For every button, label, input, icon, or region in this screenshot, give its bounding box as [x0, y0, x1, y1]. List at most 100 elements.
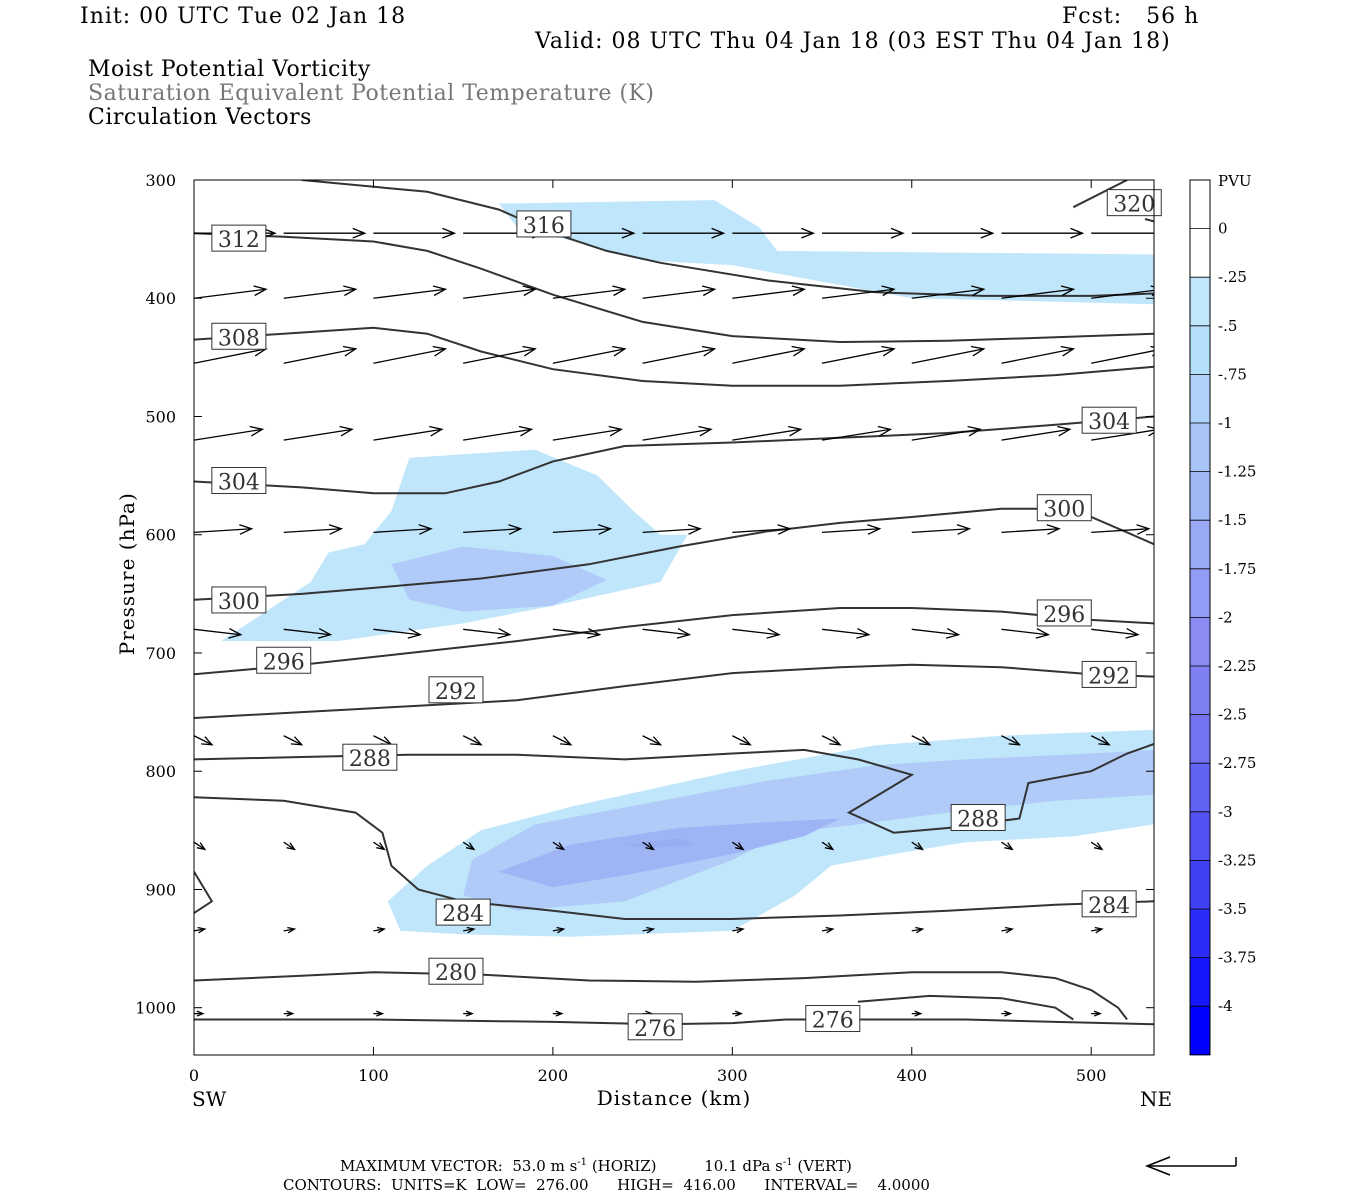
- circulation-vector: [821, 285, 896, 299]
- circulation-vector: [822, 227, 905, 239]
- circulation-vector: [732, 735, 752, 746]
- circulation-vector: [373, 841, 386, 851]
- axes: 300 400 500 600 700 800 900 1000 0 100 200 300 400 50…: [115, 171, 1172, 1111]
- contour-label: 288: [342, 743, 398, 772]
- circulation-vector: [1154, 1011, 1163, 1016]
- contour-284: [194, 871, 214, 914]
- contour-276: [194, 1018, 1154, 1026]
- vert-unit: dPa s: [742, 1157, 783, 1175]
- colorbar-swatch: [1190, 763, 1210, 813]
- circulation-vector: [1001, 735, 1022, 746]
- circulation-vector: [732, 524, 792, 535]
- contour-label: 292: [1081, 660, 1137, 689]
- y-tick-label: 400: [145, 289, 176, 308]
- colorbar-swatch: [1190, 957, 1210, 1007]
- circulation-vector: [1091, 926, 1104, 934]
- circulation-vector: [731, 841, 745, 851]
- theta-contours: [194, 180, 1154, 1026]
- circulation-vector: [821, 345, 896, 364]
- contour-276: [857, 994, 1074, 1021]
- circulation-vector: [642, 841, 655, 851]
- circulation-vector: [552, 345, 627, 364]
- circulation-vector: [821, 524, 882, 535]
- contour-label-box: [428, 676, 484, 704]
- y-tick-label: 900: [145, 880, 176, 899]
- y-tick-label: 600: [145, 526, 176, 545]
- circulation-vector: [462, 735, 483, 746]
- contour-308: [194, 326, 1154, 387]
- colorbar-label: -3.25: [1218, 851, 1256, 869]
- circulation-vector: [283, 524, 344, 535]
- circulation-vector: [552, 524, 613, 535]
- circulation-vector: [642, 735, 663, 746]
- colorbar-label: -1.25: [1218, 463, 1256, 481]
- circulation-vector: [911, 1010, 923, 1017]
- circulation-vector: [732, 285, 807, 299]
- colorbar-swatch: [1190, 180, 1210, 230]
- circulation-vector: [1091, 285, 1154, 299]
- circulation-vector: [1001, 425, 1072, 441]
- circulation-vector: [283, 841, 296, 851]
- max-vector-label: MAXIMUM VECTOR:: [340, 1157, 503, 1175]
- circulation-vector: [732, 926, 745, 934]
- colorbar-unit: PVU: [1218, 172, 1252, 190]
- contour-label-text: 312: [218, 228, 260, 253]
- colorbar-swatch: [1190, 374, 1210, 424]
- circulation-vector: [1153, 842, 1154, 843]
- contour-label-box: [1081, 890, 1137, 918]
- contour-label-text: 296: [263, 650, 305, 675]
- contour-label-box: [950, 804, 1006, 832]
- colorbar-swatch: [1190, 568, 1210, 618]
- circulation-vector: [1091, 425, 1154, 441]
- circulation-vector: [1001, 524, 1061, 535]
- circulation-vector: [1001, 841, 1014, 851]
- circulation-vector: [283, 628, 333, 639]
- circulation-vector: [552, 628, 602, 639]
- init-time: Init: 00 UTC Tue 02 Jan 18: [80, 4, 407, 29]
- circulation-vector: [283, 345, 358, 364]
- colorbar-swatch: [1190, 811, 1210, 861]
- contours-info: CONTOURS: UNITS=K LOW= 276.00 HIGH= 416.…: [283, 1176, 930, 1194]
- circulation-vector: [194, 1010, 205, 1017]
- circulation-vector: [194, 735, 214, 746]
- contour-label: 304: [211, 467, 267, 496]
- pv-region: [624, 838, 697, 849]
- circulation-vector: [1153, 439, 1154, 441]
- contour-label: 284: [435, 898, 491, 927]
- circulation-vector: [373, 524, 433, 535]
- colorbar-swatch: [1190, 423, 1210, 473]
- x-tick-label: 500: [1076, 1066, 1107, 1085]
- contour-label-box: [342, 743, 398, 771]
- colorbar-swatch: [1190, 909, 1210, 959]
- colorbar-swatch: [1190, 714, 1210, 764]
- y-tick-label: 1000: [135, 999, 176, 1018]
- horiz-tag: (HORIZ): [591, 1157, 657, 1175]
- x-tick-label: 400: [896, 1066, 927, 1085]
- colorbar-label: -2.5: [1218, 706, 1247, 724]
- contour-label: 296: [256, 646, 312, 675]
- contour-label: 276: [627, 1013, 683, 1042]
- contour-label-text: 288: [957, 808, 999, 833]
- contour-label-box: [1081, 660, 1137, 688]
- contour-label-text: 316: [523, 214, 565, 239]
- contour-label-text: 304: [218, 471, 260, 496]
- contour-label-text: 292: [435, 680, 477, 705]
- contour-label-text: 276: [634, 1017, 676, 1042]
- contour-284: [194, 796, 1154, 920]
- contour-label-box: [256, 646, 312, 674]
- circulation-vector: [821, 926, 835, 934]
- contour-label: 288: [950, 804, 1006, 833]
- circulation-vector: [642, 425, 713, 441]
- circulation-vector: [373, 735, 394, 746]
- circulation-vector: [642, 524, 702, 535]
- contour-label: 316: [516, 210, 572, 239]
- contour-312: [194, 232, 1154, 344]
- contour-label-box: [211, 322, 267, 350]
- contour-label-text: 284: [442, 902, 484, 927]
- circulation-vector: [732, 227, 816, 239]
- circulation-vector: [373, 628, 422, 639]
- circulation-vector: [283, 926, 297, 934]
- y-tick-label: 800: [145, 762, 176, 781]
- contour-label-text: 300: [218, 590, 260, 615]
- circulation-vector: [373, 345, 448, 364]
